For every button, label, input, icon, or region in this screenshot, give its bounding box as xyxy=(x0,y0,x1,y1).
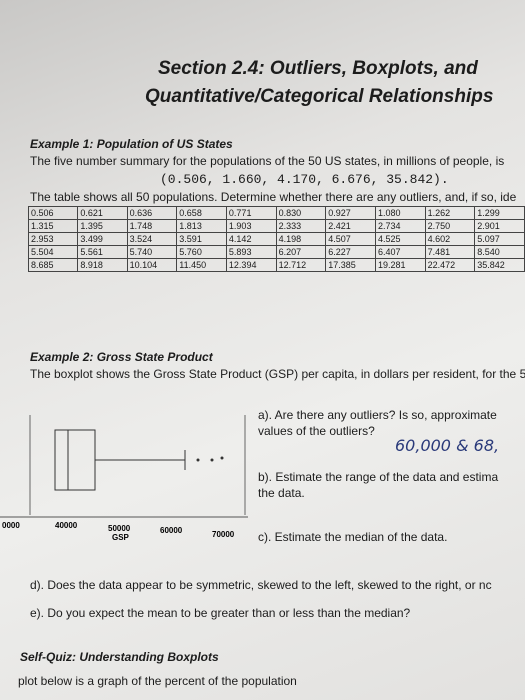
table-cell: 2.333 xyxy=(275,219,327,233)
table-cell: 10.104 xyxy=(126,258,178,272)
table-cell: 1.903 xyxy=(225,219,277,233)
axis-label: 70000 xyxy=(212,530,235,539)
table-cell: 6.407 xyxy=(374,245,426,259)
axis-label: 0000 xyxy=(2,521,20,530)
table-cell: 2.750 xyxy=(424,219,476,233)
table-cell: 4.602 xyxy=(424,232,476,246)
table-cell: 22.472 xyxy=(424,258,476,272)
question: b). Estimate the range of the data and e… xyxy=(258,470,499,484)
table-cell: 6.227 xyxy=(325,245,376,259)
table-cell: 1.748 xyxy=(126,219,178,233)
table-cell: 4.525 xyxy=(374,232,426,246)
question: d). Does the data appear to be symmetric… xyxy=(30,578,492,592)
axis-label: 60000 xyxy=(160,526,183,535)
paragraph: plot below is a graph of the percent of … xyxy=(18,674,297,688)
boxplot-figure: 0000 40000 50000 60000 70000 GSP xyxy=(0,415,248,542)
table-cell: 2.953 xyxy=(27,232,79,246)
section-title: Section 2.4: Outliers, Boxplots, and xyxy=(158,58,478,79)
table-cell: 0.658 xyxy=(176,206,227,220)
table-cell: 5.097 xyxy=(474,232,525,246)
table-cell: 1.813 xyxy=(176,219,227,233)
table-row: 2.953 3.499 3.524 3.591 4.142 4.198 4.507 4.525… xyxy=(27,232,525,246)
table-cell: 1.299 xyxy=(474,206,525,220)
table-cell: 12.712 xyxy=(275,258,327,272)
table-cell: 0.927 xyxy=(325,206,376,220)
table-cell: 7.481 xyxy=(424,245,476,259)
table-cell: 0.830 xyxy=(275,206,327,220)
table-cell: 3.524 xyxy=(126,232,178,246)
table-cell: 17.385 xyxy=(325,258,376,272)
table-cell: 2.734 xyxy=(374,219,426,233)
table-cell: 2.421 xyxy=(325,219,376,233)
axis-label: 40000 xyxy=(55,521,78,530)
table-row: 8.685 8.918 10.104 11.450 12.394 12.712 17.385… xyxy=(27,258,525,272)
table-cell: 4.507 xyxy=(325,232,376,246)
table-cell: 0.621 xyxy=(77,206,128,220)
box xyxy=(54,429,96,491)
table-cell: 35.842 xyxy=(474,258,525,272)
axis-label: 50000 xyxy=(108,524,131,533)
question: a). Are there any outliers? Is so, appro… xyxy=(258,408,497,422)
example-heading: Example 1: Population of US States xyxy=(30,137,233,151)
outlier xyxy=(210,458,214,462)
table-cell: 5.740 xyxy=(126,245,178,259)
table-row: 0.506 0.621 0.636 0.658 0.771 0.830 0.927 1.080… xyxy=(27,206,525,220)
table-cell: 5.760 xyxy=(176,245,227,259)
table-cell: 1.395 xyxy=(77,219,128,233)
five-number-summary: (0.506, 1.660, 4.170, 6.676, 35.842). xyxy=(160,172,449,187)
table-cell: 11.450 xyxy=(176,258,227,272)
paragraph: The five number summary for the populati… xyxy=(30,154,505,168)
section-title: Quantitative/Categorical Relationships xyxy=(145,86,494,107)
table-row: 1.315 1.395 1.748 1.813 1.903 2.333 2.421 2.734… xyxy=(27,219,525,233)
table-cell: 4.142 xyxy=(225,232,277,246)
section-heading: Self-Quiz: Understanding Boxplots xyxy=(20,650,219,664)
table-cell: 19.281 xyxy=(374,258,426,272)
table-row: 5.504 5.561 5.740 5.760 5.893 6.207 6.227 6.407… xyxy=(27,245,525,259)
table-cell: 8.918 xyxy=(77,258,128,272)
paragraph: The table shows all 50 populations. Dete… xyxy=(30,190,517,204)
outlier xyxy=(220,456,224,460)
table-cell: 0.771 xyxy=(225,206,277,220)
table-cell: 8.540 xyxy=(474,245,525,259)
table-cell: 1.262 xyxy=(424,206,476,220)
paragraph: The boxplot shows the Gross State Produc… xyxy=(30,367,525,381)
table-cell: 5.893 xyxy=(225,245,277,259)
table-cell: 1.080 xyxy=(374,206,426,220)
handwritten-answer: 60,000 & 68, xyxy=(395,436,500,455)
table-cell: 5.504 xyxy=(27,245,79,259)
question: e). Do you expect the mean to be greater… xyxy=(30,606,411,620)
population-table: 0.506 0.621 0.636 0.658 0.771 0.830 0.927 1.080… xyxy=(27,206,525,272)
table-cell: 0.506 xyxy=(27,206,79,220)
question: values of the outliers? xyxy=(258,424,375,438)
table-cell: 3.499 xyxy=(77,232,128,246)
table-cell: 1.315 xyxy=(27,219,79,233)
table-cell: 8.685 xyxy=(27,258,79,272)
table-cell: 2.901 xyxy=(474,219,525,233)
axis-title: GSP xyxy=(112,533,130,542)
outlier xyxy=(196,458,200,462)
table-cell: 0.636 xyxy=(126,206,178,220)
table-cell: 3.591 xyxy=(176,232,227,246)
table-cell: 6.207 xyxy=(275,245,327,259)
example-heading: Example 2: Gross State Product xyxy=(30,350,213,364)
table-cell: 4.198 xyxy=(275,232,327,246)
table-cell: 12.394 xyxy=(225,258,277,272)
question: the data. xyxy=(258,486,305,500)
table-cell: 5.561 xyxy=(77,245,128,259)
question: c). Estimate the median of the data. xyxy=(258,530,448,544)
